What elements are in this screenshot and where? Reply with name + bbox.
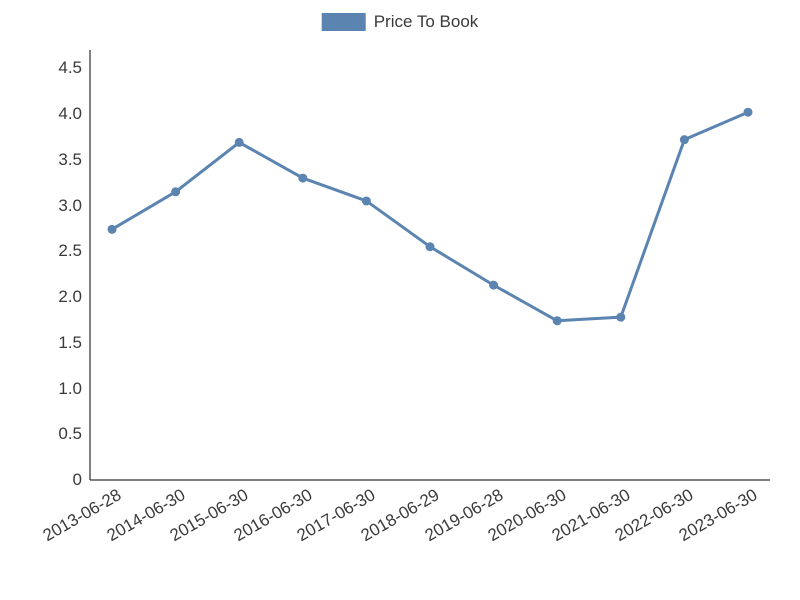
series-line — [112, 112, 748, 321]
y-tick-label: 4.5 — [58, 58, 90, 78]
legend-label: Price To Book — [374, 12, 479, 32]
chart-svg — [90, 50, 770, 480]
data-point — [489, 281, 498, 290]
y-tick-label: 3.5 — [58, 150, 90, 170]
y-tick-label: 0.5 — [58, 424, 90, 444]
y-tick-label: 1.0 — [58, 379, 90, 399]
data-point — [235, 138, 244, 147]
data-point — [171, 187, 180, 196]
chart-container: Price To Book 00.51.01.52.02.53.03.54.04… — [0, 0, 800, 600]
axes — [90, 50, 770, 480]
y-tick-label: 3.0 — [58, 196, 90, 216]
data-point — [298, 174, 307, 183]
data-point — [553, 316, 562, 325]
data-point — [616, 313, 625, 322]
y-tick-label: 2.5 — [58, 241, 90, 261]
plot-area: 00.51.01.52.02.53.03.54.04.52013-06-2820… — [90, 50, 770, 480]
y-tick-label: 4.0 — [58, 104, 90, 124]
y-tick-label: 0 — [73, 470, 90, 490]
y-tick-label: 1.5 — [58, 333, 90, 353]
data-point — [680, 135, 689, 144]
data-point — [426, 242, 435, 251]
data-point — [108, 225, 117, 234]
legend: Price To Book — [322, 12, 479, 32]
y-tick-label: 2.0 — [58, 287, 90, 307]
data-point — [362, 196, 371, 205]
data-point — [744, 108, 753, 117]
legend-swatch — [322, 13, 366, 31]
